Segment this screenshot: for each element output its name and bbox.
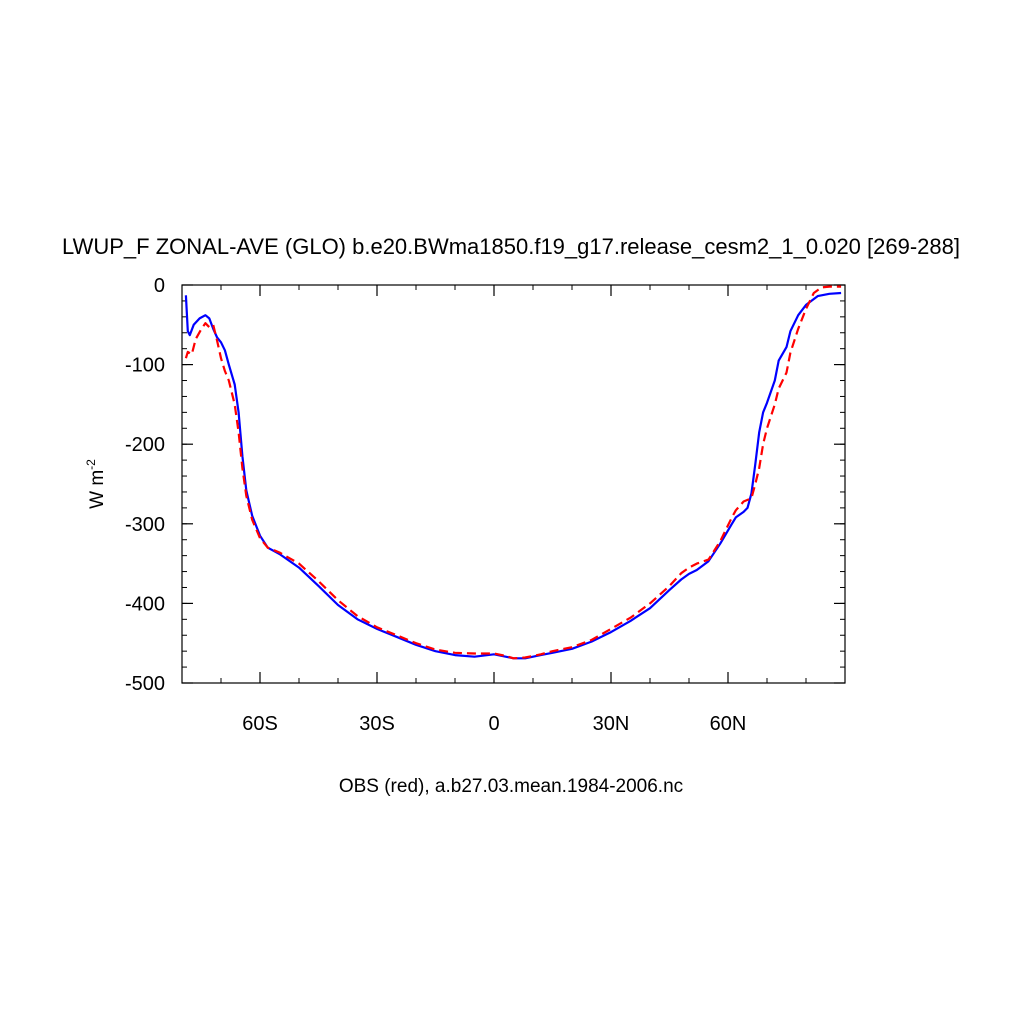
y-tick-label: -400 [125, 593, 165, 615]
y-tick-label: -200 [125, 434, 165, 456]
y-tick-labels: 0 -100 -200 -300 -400 -500 [125, 275, 165, 695]
model-series-line [184, 291, 842, 660]
y-axis-label: W m-2 [84, 459, 108, 509]
x-axis-label: OBS (red), a.b27.03.mean.1984-2006.nc [339, 776, 683, 797]
x-tick-label: 60N [710, 713, 747, 735]
y-tick-label: -500 [125, 673, 165, 695]
obs-series-line [184, 285, 842, 660]
x-tick-label: 30S [359, 713, 395, 735]
chart-title: LWUP_F ZONAL-AVE (GLO) b.e20.BWma1850.f1… [62, 234, 960, 259]
x-tick-labels: 60S 30S 0 30N 60N [242, 713, 746, 735]
minor-ticks [181, 284, 846, 684]
x-tick-label: 0 [488, 713, 499, 735]
y-tick-label: 0 [154, 275, 165, 297]
y-axis-label-superscript: -2 [84, 459, 98, 470]
y-tick-label: -300 [125, 514, 165, 536]
plot-frame [181, 284, 846, 684]
x-tick-label: 30N [593, 713, 630, 735]
y-tick-label: -100 [125, 355, 165, 377]
y-axis-label-text: W m [87, 470, 108, 509]
series-group [184, 285, 842, 660]
x-tick-label: 60S [242, 713, 278, 735]
major-ticks [182, 284, 845, 684]
